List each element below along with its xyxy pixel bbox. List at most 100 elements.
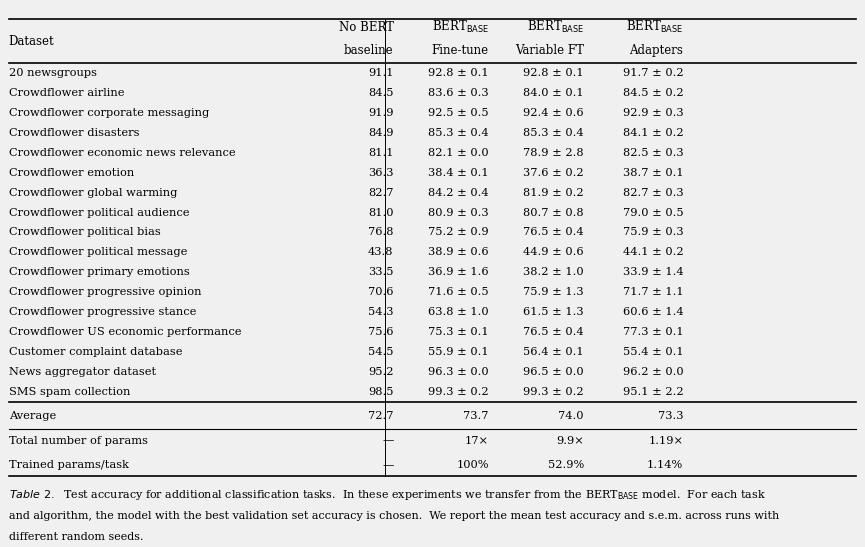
Text: 33.9 ± 1.4: 33.9 ± 1.4: [623, 267, 683, 277]
Text: 98.5: 98.5: [368, 387, 394, 397]
Text: 92.4 ± 0.6: 92.4 ± 0.6: [523, 108, 584, 118]
Text: Adapters: Adapters: [630, 44, 683, 57]
Text: 63.8 ± 1.0: 63.8 ± 1.0: [428, 307, 489, 317]
Text: 92.9 ± 0.3: 92.9 ± 0.3: [623, 108, 683, 118]
Text: Crowdflower global warming: Crowdflower global warming: [9, 188, 177, 197]
Text: 75.9 ± 1.3: 75.9 ± 1.3: [523, 287, 584, 298]
Text: Crowdflower disasters: Crowdflower disasters: [9, 128, 139, 138]
Text: 43.8: 43.8: [368, 247, 394, 258]
Text: and algorithm, the model with the best validation set accuracy is chosen.  We re: and algorithm, the model with the best v…: [9, 511, 778, 521]
Text: 96.3 ± 0.0: 96.3 ± 0.0: [428, 367, 489, 377]
Text: 55.4 ± 0.1: 55.4 ± 0.1: [623, 347, 683, 357]
Text: 44.9 ± 0.6: 44.9 ± 0.6: [523, 247, 584, 258]
Text: Crowdflower progressive stance: Crowdflower progressive stance: [9, 307, 196, 317]
Text: No BERT: No BERT: [338, 21, 394, 34]
Text: 75.9 ± 0.3: 75.9 ± 0.3: [623, 228, 683, 237]
Text: Crowdflower political audience: Crowdflower political audience: [9, 207, 189, 218]
Text: 84.9: 84.9: [368, 128, 394, 138]
Text: Variable FT: Variable FT: [515, 44, 584, 57]
Text: Crowdflower political message: Crowdflower political message: [9, 247, 187, 258]
Text: Crowdflower corporate messaging: Crowdflower corporate messaging: [9, 108, 209, 118]
Text: 82.1 ± 0.0: 82.1 ± 0.0: [428, 148, 489, 158]
Text: BERT$_\mathrm{BASE}$: BERT$_\mathrm{BASE}$: [527, 19, 584, 36]
Text: 52.9%: 52.9%: [548, 459, 584, 470]
Text: SMS spam collection: SMS spam collection: [9, 387, 130, 397]
Text: 91.1: 91.1: [368, 68, 394, 78]
Text: 36.3: 36.3: [368, 167, 394, 178]
Text: 91.7 ± 0.2: 91.7 ± 0.2: [623, 68, 683, 78]
Text: 84.0 ± 0.1: 84.0 ± 0.1: [523, 88, 584, 98]
Text: Crowdflower political bias: Crowdflower political bias: [9, 228, 160, 237]
Text: BERT$_\mathrm{BASE}$: BERT$_\mathrm{BASE}$: [432, 19, 489, 36]
Text: News aggregator dataset: News aggregator dataset: [9, 367, 156, 377]
Text: 33.5: 33.5: [368, 267, 394, 277]
Text: 99.3 ± 0.2: 99.3 ± 0.2: [428, 387, 489, 397]
Text: 70.6: 70.6: [368, 287, 394, 298]
Text: 100%: 100%: [456, 459, 489, 470]
Text: 38.7 ± 0.1: 38.7 ± 0.1: [623, 167, 683, 178]
Text: Customer complaint database: Customer complaint database: [9, 347, 183, 357]
Text: 72.7: 72.7: [368, 411, 394, 421]
Text: 81.9 ± 0.2: 81.9 ± 0.2: [523, 188, 584, 197]
Text: 36.9 ± 1.6: 36.9 ± 1.6: [428, 267, 489, 277]
Text: 85.3 ± 0.4: 85.3 ± 0.4: [428, 128, 489, 138]
Text: 92.8 ± 0.1: 92.8 ± 0.1: [428, 68, 489, 78]
Text: 83.6 ± 0.3: 83.6 ± 0.3: [428, 88, 489, 98]
Text: Crowdflower emotion: Crowdflower emotion: [9, 167, 134, 178]
Text: 54.3: 54.3: [368, 307, 394, 317]
Text: 84.5: 84.5: [368, 88, 394, 98]
Text: 82.7 ± 0.3: 82.7 ± 0.3: [623, 188, 683, 197]
Text: different random seeds.: different random seeds.: [9, 532, 143, 542]
Text: 38.9 ± 0.6: 38.9 ± 0.6: [428, 247, 489, 258]
Text: $\it{Table\ 2.}$  Test accuracy for additional classification tasks.  In these e: $\it{Table\ 2.}$ Test accuracy for addit…: [9, 488, 766, 502]
Text: 95.1 ± 2.2: 95.1 ± 2.2: [623, 387, 683, 397]
Text: 75.3 ± 0.1: 75.3 ± 0.1: [428, 327, 489, 337]
Text: 96.2 ± 0.0: 96.2 ± 0.0: [623, 367, 683, 377]
Text: 84.2 ± 0.4: 84.2 ± 0.4: [428, 188, 489, 197]
Text: 17×: 17×: [465, 435, 489, 446]
Text: baseline: baseline: [344, 44, 394, 57]
Text: 73.7: 73.7: [464, 411, 489, 421]
Text: 81.0: 81.0: [368, 207, 394, 218]
Text: Average: Average: [9, 411, 56, 421]
Text: 80.9 ± 0.3: 80.9 ± 0.3: [428, 207, 489, 218]
Text: Fine-tune: Fine-tune: [432, 44, 489, 57]
Text: Total number of params: Total number of params: [9, 435, 148, 446]
Text: 76.5 ± 0.4: 76.5 ± 0.4: [523, 327, 584, 337]
Text: 81.1: 81.1: [368, 148, 394, 158]
Text: 76.5 ± 0.4: 76.5 ± 0.4: [523, 228, 584, 237]
Text: 84.5 ± 0.2: 84.5 ± 0.2: [623, 88, 683, 98]
Text: 1.19×: 1.19×: [649, 435, 683, 446]
Text: 73.3: 73.3: [658, 411, 683, 421]
Text: 80.7 ± 0.8: 80.7 ± 0.8: [523, 207, 584, 218]
Text: 74.0: 74.0: [559, 411, 584, 421]
Text: 9.9×: 9.9×: [556, 435, 584, 446]
Text: 54.5: 54.5: [368, 347, 394, 357]
Text: 96.5 ± 0.0: 96.5 ± 0.0: [523, 367, 584, 377]
Text: Crowdflower progressive opinion: Crowdflower progressive opinion: [9, 287, 202, 298]
Text: 95.2: 95.2: [368, 367, 394, 377]
Text: 79.0 ± 0.5: 79.0 ± 0.5: [623, 207, 683, 218]
Text: 78.9 ± 2.8: 78.9 ± 2.8: [523, 148, 584, 158]
Text: 84.1 ± 0.2: 84.1 ± 0.2: [623, 128, 683, 138]
Text: Crowdflower primary emotions: Crowdflower primary emotions: [9, 267, 189, 277]
Text: 71.6 ± 0.5: 71.6 ± 0.5: [428, 287, 489, 298]
Text: 82.5 ± 0.3: 82.5 ± 0.3: [623, 148, 683, 158]
Text: Trained params/task: Trained params/task: [9, 459, 129, 470]
Text: 82.7: 82.7: [368, 188, 394, 197]
Text: 92.8 ± 0.1: 92.8 ± 0.1: [523, 68, 584, 78]
Text: 44.1 ± 0.2: 44.1 ± 0.2: [623, 247, 683, 258]
Text: Crowdflower economic news relevance: Crowdflower economic news relevance: [9, 148, 235, 158]
Text: 20 newsgroups: 20 newsgroups: [9, 68, 97, 78]
Text: 75.2 ± 0.9: 75.2 ± 0.9: [428, 228, 489, 237]
Text: 77.3 ± 0.1: 77.3 ± 0.1: [623, 327, 683, 337]
Text: 60.6 ± 1.4: 60.6 ± 1.4: [623, 307, 683, 317]
Text: 56.4 ± 0.1: 56.4 ± 0.1: [523, 347, 584, 357]
Text: Crowdflower US economic performance: Crowdflower US economic performance: [9, 327, 241, 337]
Text: 76.8: 76.8: [368, 228, 394, 237]
Text: 91.9: 91.9: [368, 108, 394, 118]
Text: —: —: [382, 459, 394, 470]
Text: 37.6 ± 0.2: 37.6 ± 0.2: [523, 167, 584, 178]
Text: 71.7 ± 1.1: 71.7 ± 1.1: [623, 287, 683, 298]
Text: BERT$_\mathrm{BASE}$: BERT$_\mathrm{BASE}$: [626, 19, 683, 36]
